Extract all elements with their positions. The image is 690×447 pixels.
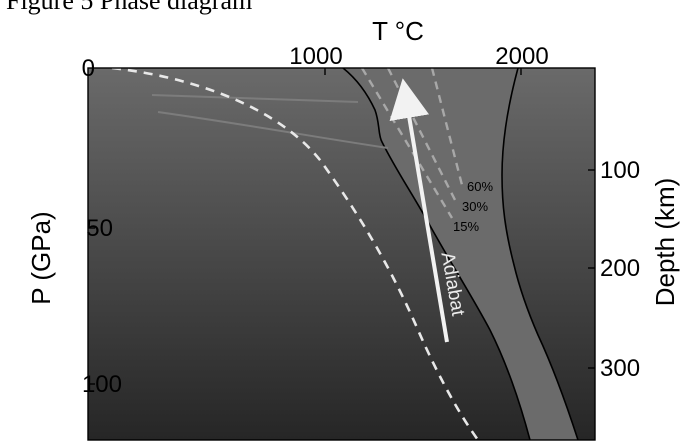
top-tick-label: 2000 (495, 43, 548, 70)
left-axis-title: P (GPa) (26, 211, 56, 304)
right-axis-title: Depth (km) (650, 178, 680, 307)
liquidus-line (501, 68, 579, 440)
melt-band (343, 68, 578, 440)
adiabat-arrow (389, 78, 449, 343)
melt-60-dashed (430, 68, 464, 186)
melt-15-dashed (360, 68, 454, 219)
plot-frame (87, 67, 596, 441)
left-tick-label: 0 (82, 55, 95, 82)
header-fragment: Figure 5 Phase diagram (6, 0, 253, 15)
top-axis-title: T °C (372, 16, 424, 46)
trajectory-line-2 (157, 111, 389, 149)
top-tick-label: 1000 (289, 43, 342, 70)
melt-30-dashed (386, 68, 457, 201)
solidus-line (342, 68, 531, 440)
right-tick-label: 100 (600, 157, 640, 184)
melt-percent-label: 60% (467, 179, 493, 194)
trajectory-line-1 (151, 94, 359, 103)
melt-percent-label: 15% (453, 219, 479, 234)
melt-percent-label: 30% (462, 199, 488, 214)
right-tick-label: 200 (600, 255, 640, 282)
tick-marks (88, 68, 595, 385)
left-tick-label: 100 (82, 371, 122, 398)
geotherm-dashed-curve (111, 68, 480, 440)
left-tick-label: 50 (86, 215, 113, 242)
right-tick-label: 300 (600, 355, 640, 382)
